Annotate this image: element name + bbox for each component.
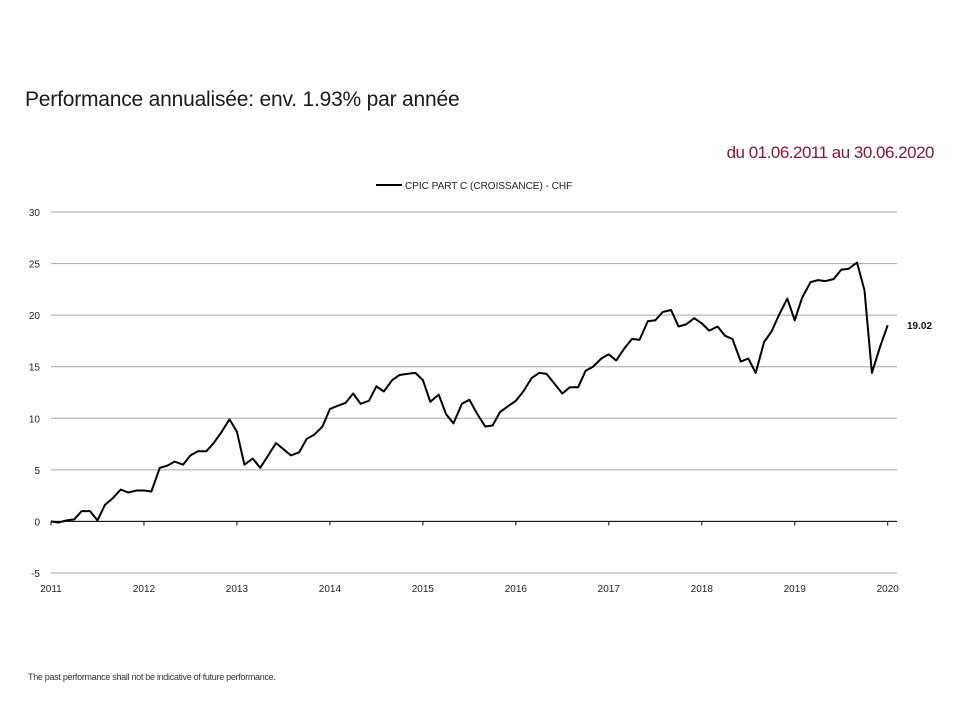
x-tick-label: 2017 (598, 584, 621, 595)
x-tick-label: 2011 (40, 584, 62, 595)
x-tick-label: 2016 (505, 584, 528, 595)
x-tick-label: 2013 (226, 584, 249, 595)
series-group (50, 261, 889, 524)
x-tick-label: 2014 (319, 584, 342, 595)
date-range: du 01.06.2011 au 30.06.2020 (726, 143, 935, 162)
legend: CPIC PART C (CROISSANCE) - CHF (376, 181, 572, 192)
footnote: The past performance shall not be indica… (28, 672, 276, 682)
x-tick-label: 2019 (784, 584, 807, 595)
y-tick-label: 5 (34, 466, 40, 477)
y-tick-label: 20 (29, 311, 41, 322)
series-line (50, 261, 889, 524)
x-axis: 2011 2012 2013 2014 2015 2016 2017 2018 2019 2020 (40, 520, 900, 595)
y-tick-label: 15 (29, 363, 41, 374)
x-tick-label: 2015 (412, 584, 435, 595)
x-tick-label: 2018 (691, 584, 714, 595)
y-tick-label: 25 (29, 260, 41, 271)
y-tick-label: -5 (31, 569, 40, 580)
y-tick-label: 0 (34, 517, 40, 528)
page-title: Performance annualisée: env. 1.93% par a… (25, 88, 460, 111)
y-axis: -5 0 5 10 15 20 25 30 (29, 208, 41, 580)
end-value-label: 19.02 (907, 321, 932, 332)
y-tick-label: 30 (29, 208, 41, 219)
gridlines (51, 211, 897, 574)
y-tick-label: 10 (29, 414, 41, 425)
legend-label: CPIC PART C (CROISSANCE) - CHF (405, 181, 572, 192)
x-tick-label: 2020 (877, 584, 900, 595)
x-tick-label: 2012 (133, 584, 156, 595)
